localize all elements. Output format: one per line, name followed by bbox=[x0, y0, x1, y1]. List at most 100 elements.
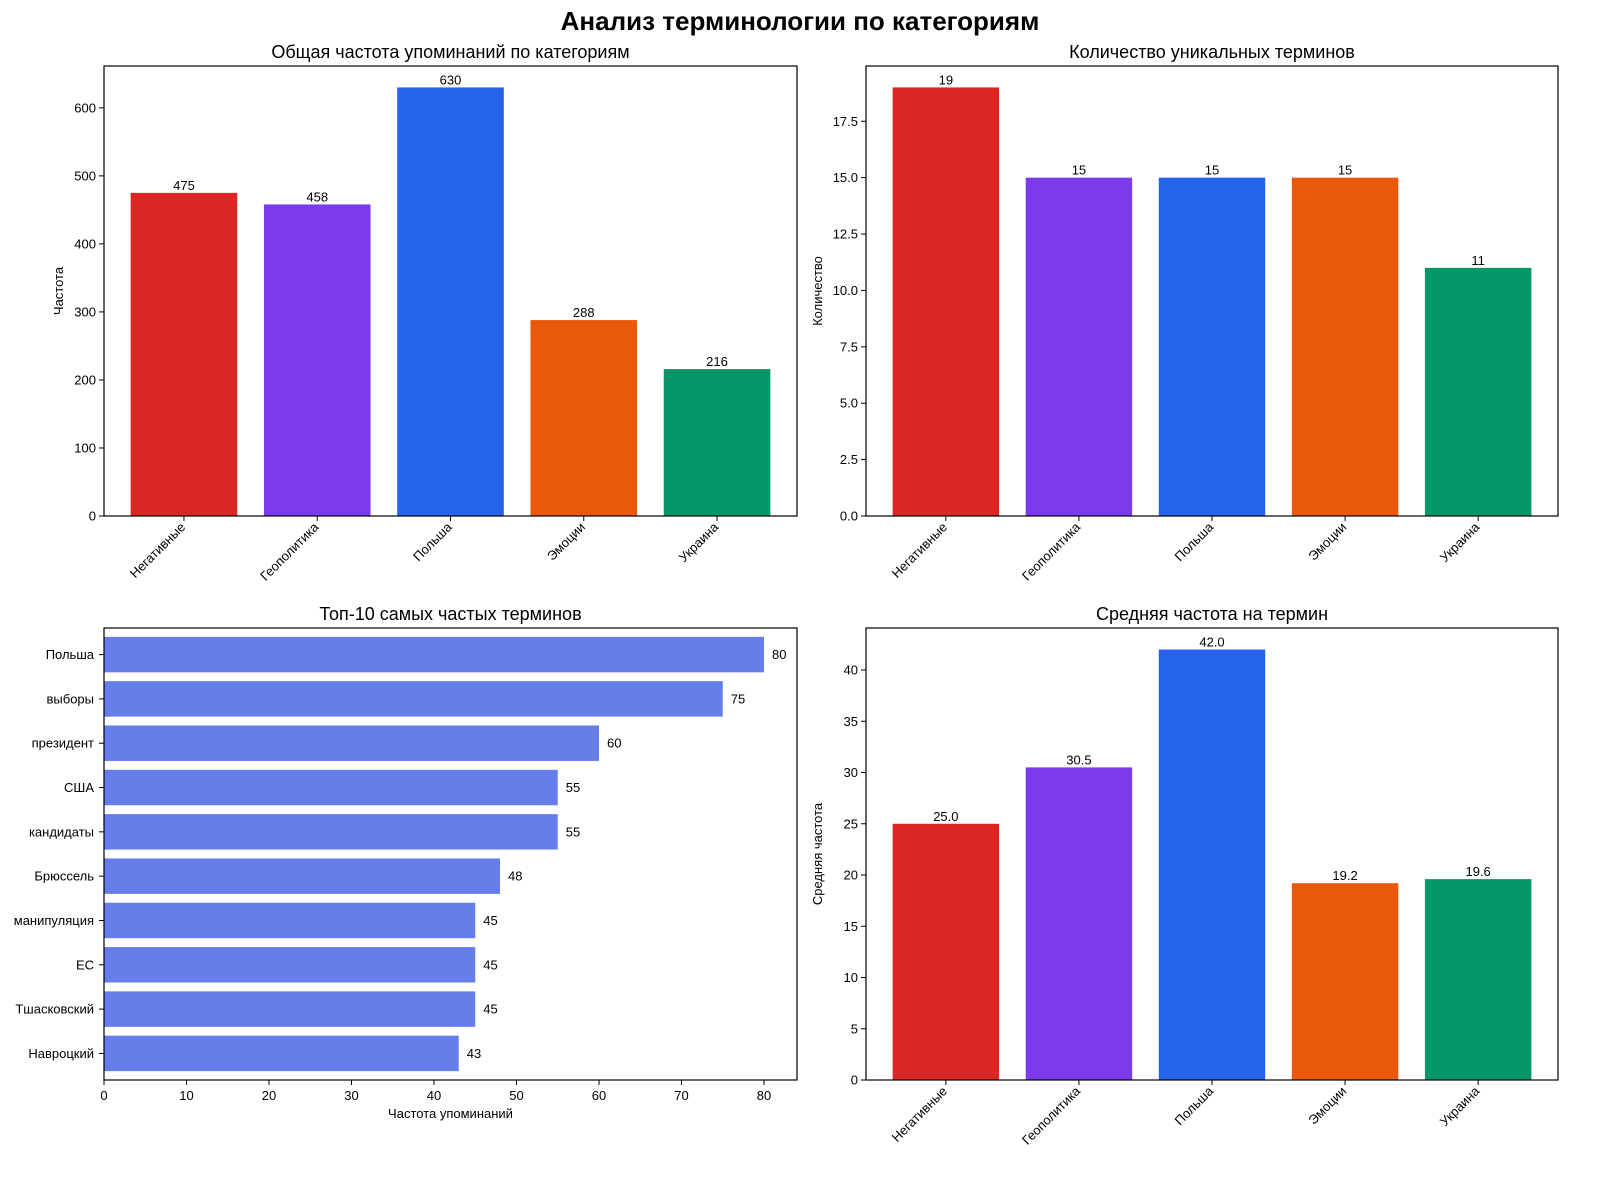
bar-value-label: 19.2 bbox=[1332, 868, 1357, 883]
x-tick-label: Геополитика bbox=[1019, 519, 1084, 584]
y-axis-label: Количество bbox=[810, 256, 825, 326]
bar-value-label: 630 bbox=[440, 72, 462, 87]
bar-value-label: 45 bbox=[483, 913, 497, 928]
y-tick-label: 10 bbox=[844, 970, 858, 985]
y-tick-label: США bbox=[64, 780, 94, 795]
bar-0 bbox=[130, 192, 238, 517]
y-tick-label: Польша bbox=[46, 647, 95, 662]
bar-3 bbox=[104, 769, 558, 806]
y-axis-label: Частота bbox=[51, 266, 66, 315]
bar-4 bbox=[1424, 879, 1532, 1080]
bar-value-label: 11 bbox=[1471, 253, 1485, 268]
bar-value-label: 45 bbox=[483, 1002, 497, 1017]
bar-1 bbox=[1025, 767, 1133, 1080]
y-tick-label: 100 bbox=[74, 440, 96, 455]
bar-value-label: 288 bbox=[573, 305, 595, 320]
axes-frame bbox=[865, 65, 1559, 517]
bar-9 bbox=[104, 1035, 459, 1072]
chart-unique-terms: Количество уникальных терминов 19 Негативн… bbox=[810, 42, 1559, 584]
y-tick-label: манипуляция bbox=[14, 913, 94, 928]
x-tick-label: Польша bbox=[410, 519, 455, 564]
x-tick-label: Геополитика bbox=[1019, 1083, 1084, 1148]
y-tick-label: президент bbox=[32, 736, 94, 751]
x-tick-label: Польша bbox=[1171, 519, 1216, 564]
y-tick-label: 7.5 bbox=[840, 339, 858, 354]
chart-title: Средняя частота на термин bbox=[1096, 604, 1328, 624]
bar-0 bbox=[892, 87, 1000, 516]
axes-frame bbox=[103, 65, 798, 517]
chart-top10-terms: Топ-10 самых частых терминов 80 Польша 75 вы… bbox=[14, 604, 798, 1121]
bar-value-label: 55 bbox=[566, 824, 580, 839]
y-tick-label: 15.0 bbox=[833, 170, 858, 185]
bar-value-label: 216 bbox=[706, 354, 728, 369]
y-tick-label: 0 bbox=[851, 1073, 858, 1088]
y-tick-label: 500 bbox=[74, 168, 96, 183]
bar-7 bbox=[104, 947, 476, 983]
x-tick-label: 80 bbox=[757, 1088, 771, 1103]
y-tick-label: 12.5 bbox=[833, 227, 858, 242]
y-tick-label: кандидаты bbox=[29, 824, 94, 839]
bar-value-label: 55 bbox=[566, 780, 580, 795]
bar-1 bbox=[263, 204, 371, 517]
chart-title: Общая частота упоминаний по категориям bbox=[271, 42, 629, 62]
y-tick-label: 300 bbox=[74, 304, 96, 319]
bar-value-label: 25.0 bbox=[933, 809, 958, 824]
y-tick-label: 35 bbox=[844, 714, 858, 729]
y-tick-label: 200 bbox=[74, 372, 96, 387]
bar-value-label: 15 bbox=[1205, 163, 1219, 178]
bar-value-label: 475 bbox=[173, 178, 195, 193]
y-tick-label: 5 bbox=[851, 1021, 858, 1036]
y-tick-label: 10.0 bbox=[833, 283, 858, 298]
y-tick-label: 15 bbox=[844, 919, 858, 934]
x-tick-label: Эмоции bbox=[1305, 1083, 1349, 1127]
x-tick-label: Негативные bbox=[889, 1083, 950, 1144]
x-tick-label: Польша bbox=[1171, 1083, 1216, 1128]
bar-value-label: 19 bbox=[939, 72, 953, 87]
bar-4 bbox=[1424, 267, 1532, 516]
x-tick-label: 10 bbox=[179, 1088, 193, 1103]
bar-2 bbox=[1158, 649, 1266, 1080]
bar-value-label: 60 bbox=[607, 736, 621, 751]
bar-2 bbox=[1158, 177, 1266, 517]
y-tick-label: 30 bbox=[844, 765, 858, 780]
y-tick-label: выборы bbox=[47, 691, 95, 706]
bar-6 bbox=[104, 902, 476, 939]
bar-4 bbox=[663, 369, 771, 516]
bar-value-label: 42.0 bbox=[1199, 635, 1224, 650]
axes-frame bbox=[103, 627, 798, 1081]
x-tick-label: Украина bbox=[676, 519, 722, 565]
bar-value-label: 30.5 bbox=[1066, 752, 1091, 767]
y-tick-label: 40 bbox=[844, 663, 858, 678]
bar-value-label: 15 bbox=[1338, 163, 1352, 178]
y-tick-label: 400 bbox=[74, 236, 96, 251]
y-tick-label: 25 bbox=[844, 816, 858, 831]
y-tick-label: Брюссель bbox=[34, 869, 94, 884]
y-tick-label: 0.0 bbox=[840, 509, 858, 524]
y-tick-label: 17.5 bbox=[833, 114, 858, 129]
y-tick-label: ЕС bbox=[76, 957, 94, 972]
x-tick-label: 40 bbox=[427, 1088, 441, 1103]
bar-5 bbox=[104, 858, 500, 894]
x-tick-label: 30 bbox=[344, 1088, 358, 1103]
bar-0 bbox=[104, 636, 764, 673]
y-tick-label: 600 bbox=[74, 100, 96, 115]
x-tick-label: 20 bbox=[262, 1088, 276, 1103]
x-tick-label: 0 bbox=[100, 1088, 107, 1103]
bar-3 bbox=[530, 320, 638, 516]
figure-suptitle: Анализ терминологии по категориям bbox=[561, 6, 1040, 36]
y-axis-label: Средняя частота bbox=[810, 802, 825, 905]
x-tick-label: 60 bbox=[592, 1088, 606, 1103]
y-tick-label: 5.0 bbox=[840, 396, 858, 411]
y-tick-label: Тшасковский bbox=[15, 1002, 94, 1017]
chart-total-frequency: Общая частота упоминаний по категориям 47… bbox=[51, 42, 798, 584]
y-tick-label: 2.5 bbox=[840, 452, 858, 467]
bar-3 bbox=[1291, 883, 1399, 1080]
chart-title: Топ-10 самых частых терминов bbox=[319, 604, 581, 624]
bar-value-label: 43 bbox=[467, 1046, 481, 1061]
bar-value-label: 75 bbox=[731, 691, 745, 706]
bar-value-label: 458 bbox=[306, 189, 328, 204]
x-tick-label: 50 bbox=[509, 1088, 523, 1103]
bar-2 bbox=[397, 87, 504, 516]
bar-3 bbox=[1291, 177, 1399, 517]
